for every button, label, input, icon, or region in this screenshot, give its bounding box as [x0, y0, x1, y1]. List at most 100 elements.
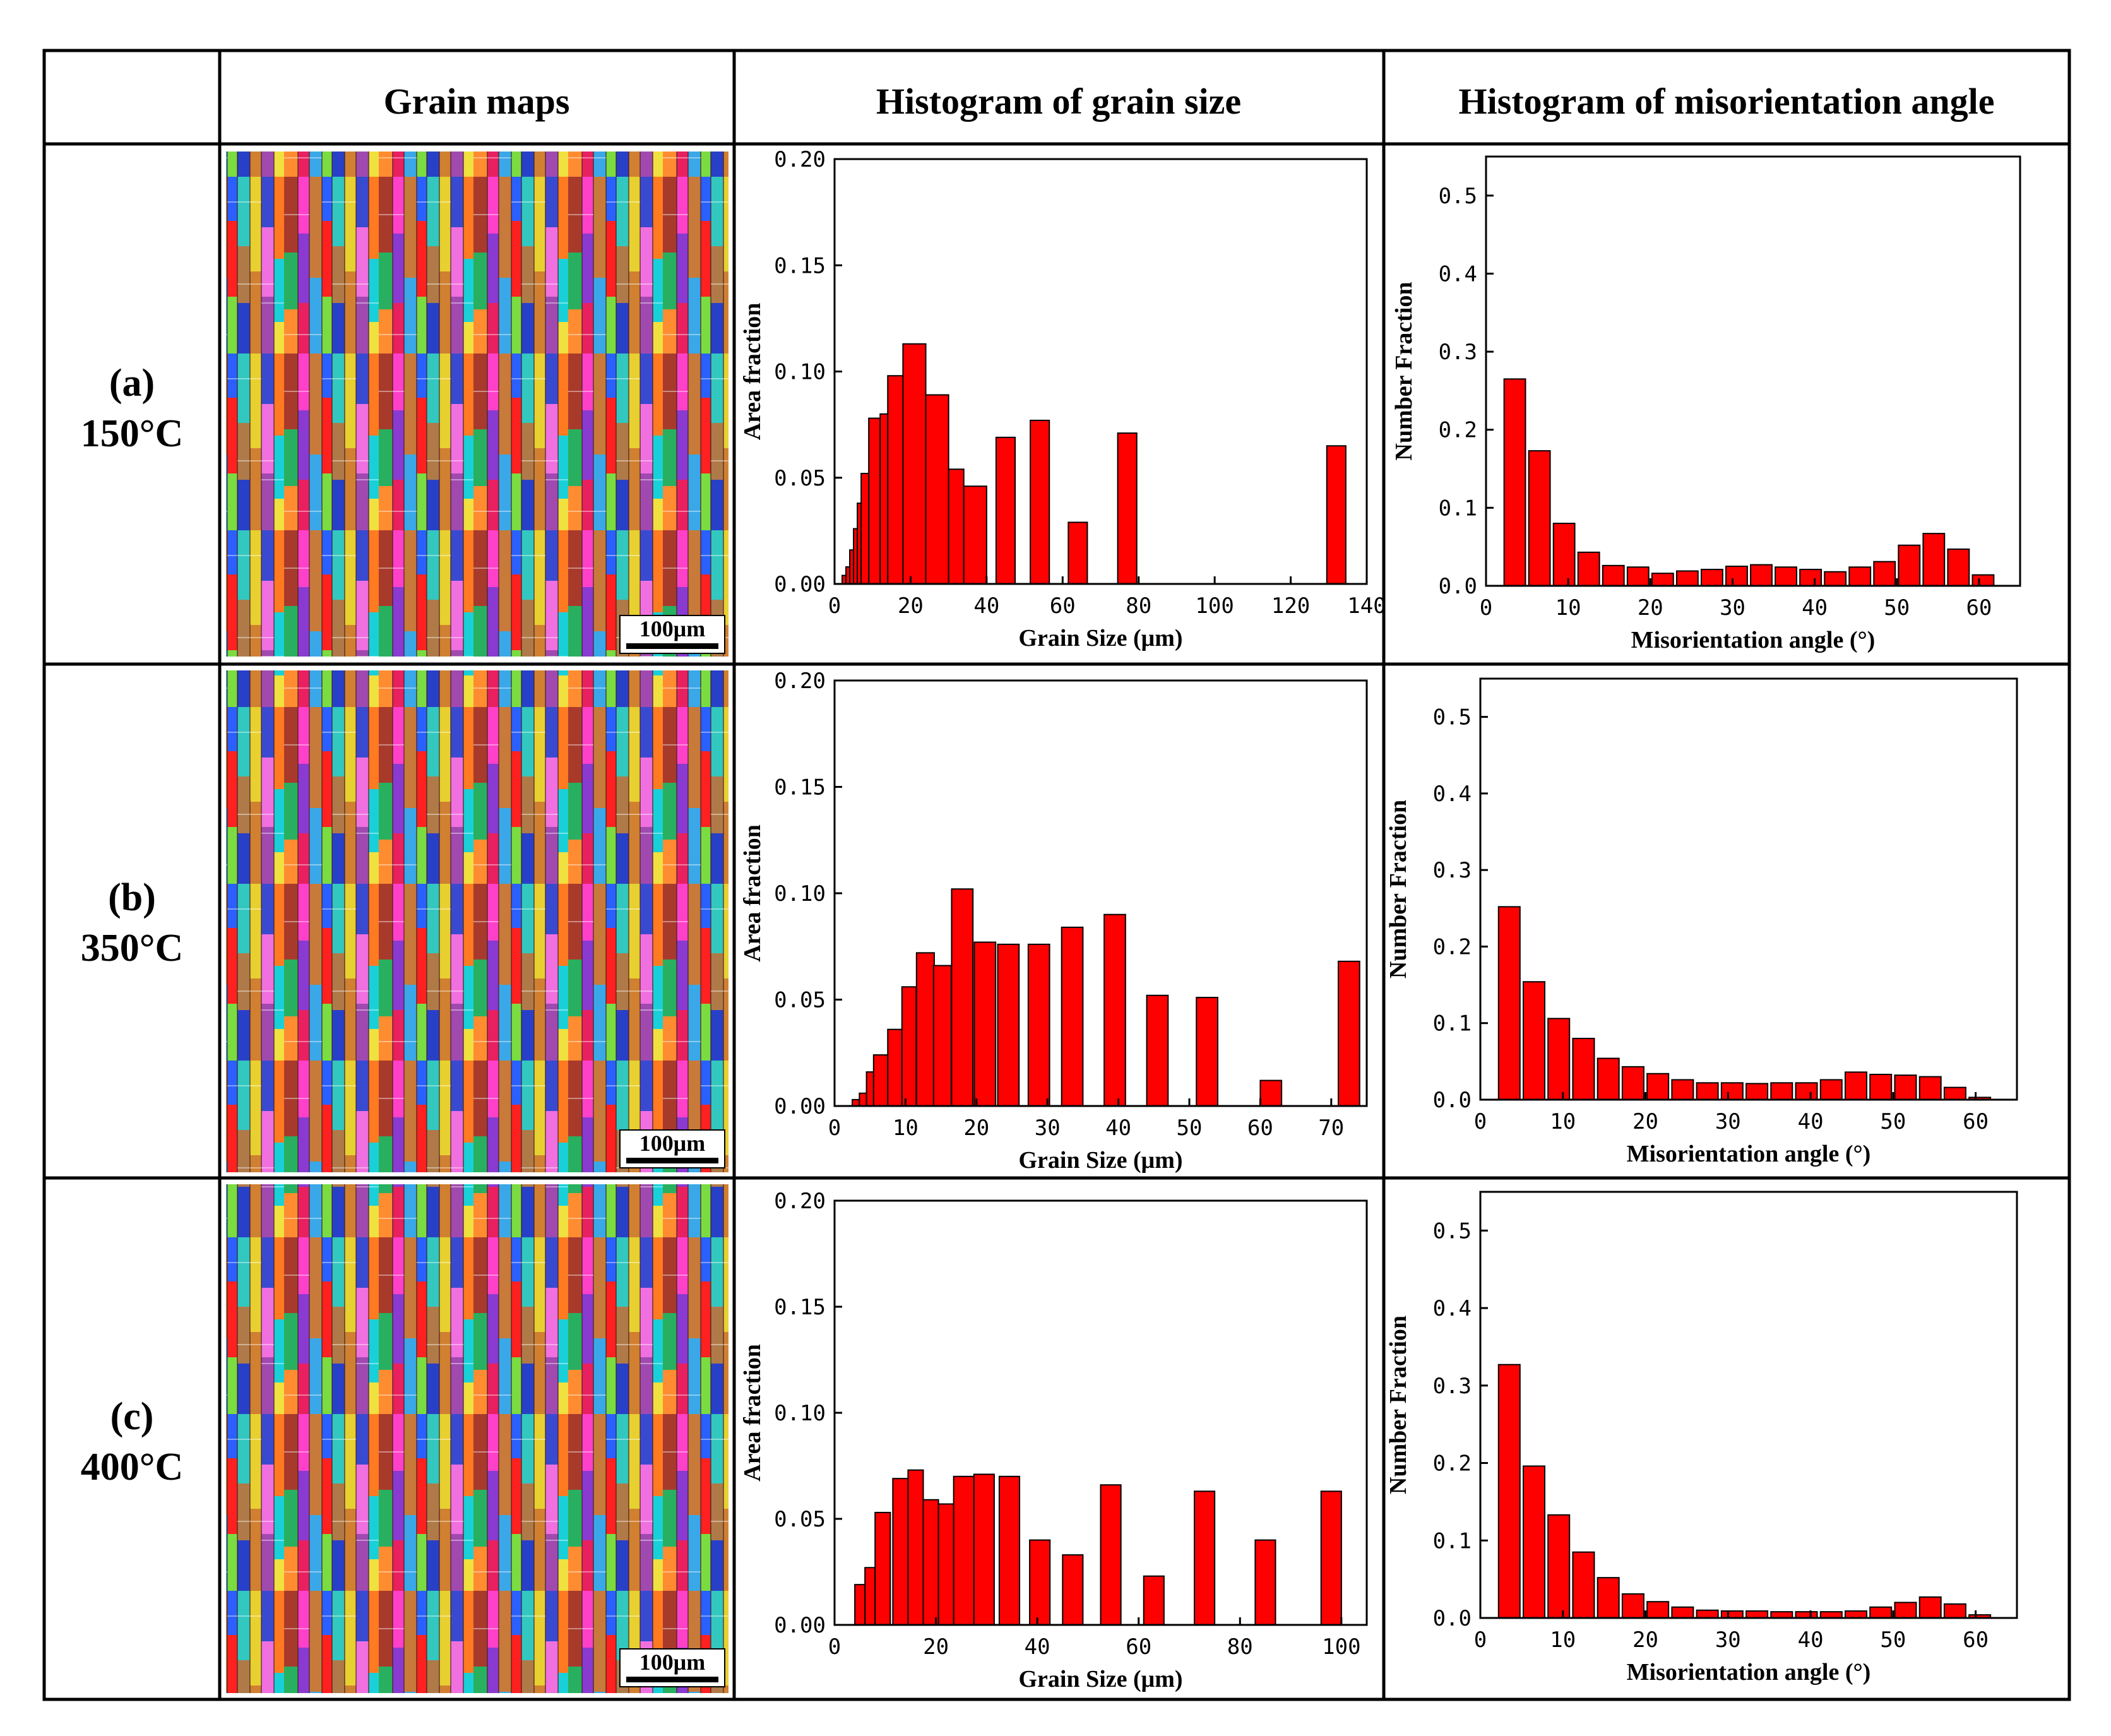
y-tick-label: 0.05	[774, 988, 826, 1013]
x-tick-label: 20	[923, 1634, 949, 1660]
table-grid	[42, 49, 2071, 1701]
bar	[1720, 1082, 1744, 1100]
x-axis-label: Grain Size (μm)	[1018, 1666, 1182, 1692]
bar	[1918, 1596, 1942, 1619]
bar	[1922, 533, 1946, 586]
bar	[1194, 1490, 1216, 1626]
bar	[915, 952, 935, 1107]
y-tick-label: 0.4	[1439, 261, 1477, 287]
bar	[1799, 569, 1823, 587]
bar	[1027, 943, 1050, 1107]
x-tick-label: 20	[1632, 1627, 1658, 1653]
bar	[1696, 1082, 1719, 1100]
bar	[1845, 1071, 1867, 1100]
y-tick-label: 0.10	[774, 360, 826, 385]
bar	[887, 1028, 903, 1107]
misorientation-histogram-c: 0.0 0.1 0.2 0.3 0.4 0.5 0 10 20 30 40 50 60 Misorient…	[1385, 1191, 2018, 1685]
bar	[1621, 1066, 1644, 1101]
x-tick-label: 0	[1474, 1627, 1487, 1653]
bar	[1775, 566, 1797, 586]
grain-map-image	[226, 1184, 728, 1693]
y-tick-label: 0.15	[774, 1295, 826, 1320]
bar	[1848, 566, 1872, 586]
y-axis-label: Number Fraction	[1391, 282, 1417, 460]
y-tick-label: 0.15	[774, 775, 826, 800]
bar	[1103, 913, 1126, 1107]
bar	[1725, 566, 1748, 586]
y-tick-label: 0.3	[1433, 858, 1472, 883]
x-tick-label: 100	[1195, 593, 1234, 619]
x-tick-label: 60	[1247, 1115, 1273, 1141]
y-tick-label: 0.3	[1439, 340, 1477, 365]
y-tick-label: 0.4	[1433, 782, 1472, 807]
x-tick-label: 60	[1966, 595, 1992, 621]
y-tick-label: 0.2	[1439, 418, 1477, 443]
bar	[973, 1473, 995, 1626]
bar	[1646, 1073, 1670, 1100]
x-tick-label: 40	[1105, 1115, 1131, 1141]
scale-bar-label: 100μm	[639, 1650, 705, 1675]
y-tick-label: 0.1	[1439, 496, 1477, 521]
grain-map-a: 100μm	[226, 152, 728, 657]
x-tick-label: 60	[1050, 593, 1076, 619]
bar	[852, 1098, 860, 1107]
grain-size-histogram-b: 0.00 0.05 0.10 0.15 0.20 0 10 20 30 40 50 60 70 Grain…	[739, 669, 1368, 1174]
y-tick-label: 0.05	[774, 466, 826, 491]
row-temperature: 350°C	[81, 927, 184, 970]
bar	[865, 1071, 874, 1107]
grain-map-image	[226, 670, 728, 1172]
x-axis-label: Misorientation angle (°)	[1627, 1659, 1871, 1685]
bar	[1750, 564, 1773, 586]
x-tick-label: 60	[1963, 1109, 1989, 1134]
bar	[864, 1567, 876, 1626]
grain-size-histogram-a: 0.00 0.05 0.10 0.15 0.20 0 20 40 60 80 100 120 140 Gr…	[739, 147, 1386, 651]
y-tick-label: 0.2	[1433, 1451, 1472, 1477]
x-tick-label: 30	[1720, 595, 1745, 621]
header-grain-maps: Grain maps	[384, 81, 570, 122]
scale-bar-line	[626, 1677, 718, 1682]
bar	[1745, 1610, 1769, 1619]
bar	[1971, 574, 1995, 587]
bar	[1338, 960, 1360, 1107]
x-tick-label: 50	[1884, 595, 1910, 621]
x-tick-label: 20	[963, 1115, 989, 1141]
y-tick-label: 0.05	[774, 1507, 826, 1532]
row-c-label: (c) 400°C	[81, 1395, 184, 1489]
bar	[1597, 1577, 1620, 1619]
bar	[1146, 994, 1169, 1107]
x-tick-label: 40	[973, 593, 999, 619]
y-tick-label: 0.00	[774, 1094, 826, 1119]
y-tick-label: 0.15	[774, 253, 826, 278]
misorientation-histogram-b: 0.0 0.1 0.2 0.3 0.4 0.5 0 10 20 30 40 50 60 Misorient…	[1385, 677, 2018, 1167]
y-tick-label: 0.20	[774, 1189, 826, 1214]
y-tick-label: 0.5	[1433, 1218, 1472, 1244]
scale-bar-line	[626, 1158, 718, 1163]
bar	[1720, 1610, 1744, 1619]
bar	[1326, 445, 1347, 585]
bar	[1552, 523, 1576, 586]
x-tick-label: 80	[1126, 593, 1151, 619]
bar	[1646, 1601, 1670, 1619]
y-axis-label: Number Fraction	[1385, 800, 1412, 978]
y-tick-label: 0.0	[1433, 1088, 1472, 1113]
bar	[1770, 1082, 1793, 1100]
bar	[1696, 1609, 1719, 1619]
bar	[1671, 1079, 1694, 1101]
bar	[907, 1469, 924, 1626]
row-label: (c)	[110, 1395, 154, 1438]
bar	[1943, 1086, 1966, 1100]
x-tick-label: 10	[893, 1115, 919, 1141]
bar	[951, 888, 974, 1107]
y-tick-label: 0.00	[774, 572, 826, 597]
bar	[1824, 571, 1847, 587]
bar	[1254, 1539, 1276, 1626]
bar	[1143, 1575, 1165, 1626]
x-tick-label: 50	[1880, 1627, 1906, 1653]
bar	[948, 468, 965, 585]
row-b-label: (b) 350°C	[81, 876, 184, 970]
bar	[860, 473, 870, 585]
x-tick-label: 20	[898, 593, 924, 619]
x-axis-label: Grain Size (μm)	[1018, 1147, 1182, 1174]
x-tick-label: 140	[1347, 593, 1386, 619]
bar	[1030, 419, 1050, 585]
